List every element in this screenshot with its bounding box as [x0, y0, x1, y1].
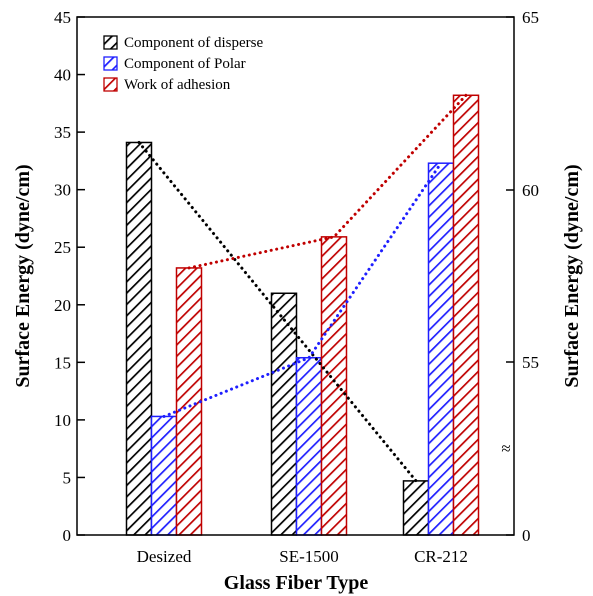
y-tick-label: 0	[63, 526, 72, 545]
x-axis-ticks: Desized SE-1500 CR-212	[137, 547, 468, 566]
y-tick-label: 40	[54, 66, 71, 85]
y2-tick-label: 0	[522, 526, 531, 545]
y-axis-title: Surface Energy (dyne/cm)	[12, 164, 34, 387]
bar	[270, 292, 298, 536]
left-axis-ticks: 0 5 10 15 20 25 30 35 40 45	[54, 8, 85, 545]
legend-swatch	[103, 56, 118, 71]
y-tick-label: 30	[54, 181, 71, 200]
y-tick-label: 15	[54, 353, 71, 372]
y-tick-label: 35	[54, 123, 71, 142]
bar	[295, 356, 323, 536]
legend-label: Component of Polar	[124, 56, 246, 72]
right-axis-ticks: 0 55 60 65	[506, 8, 539, 545]
legend-label: Component of disperse	[124, 35, 263, 51]
x-tick-label: Desized	[137, 547, 192, 566]
legend: Component of disperse Component of Polar W…	[103, 35, 263, 93]
y-tick-label: 25	[54, 238, 71, 257]
y2-tick-label: 65	[522, 8, 539, 27]
x-tick-label: SE-1500	[279, 547, 339, 566]
bar	[125, 141, 153, 536]
right-axis-break-symbol: ≈	[501, 439, 510, 458]
plot-frame	[76, 16, 515, 536]
y2-tick-label: 55	[522, 353, 539, 372]
bars-layer	[125, 94, 480, 536]
bar	[427, 162, 455, 536]
legend-swatch	[103, 35, 118, 50]
x-tick-label: CR-212	[414, 547, 468, 566]
trend-lines-layer	[137, 93, 468, 483]
y-tick-label: 5	[63, 468, 72, 487]
bar	[402, 480, 430, 536]
x-axis-title: Glass Fiber Type	[224, 572, 369, 594]
bar	[320, 236, 348, 536]
legend-swatch	[103, 77, 118, 92]
y-tick-label: 10	[54, 411, 71, 430]
y2-tick-label: 60	[522, 181, 539, 200]
trend-line	[137, 140, 418, 483]
trend-line	[162, 161, 443, 418]
bar	[175, 267, 203, 536]
legend-label: Work of adhesion	[124, 77, 231, 93]
y-tick-label: 45	[54, 8, 71, 27]
trend-line	[187, 93, 468, 270]
y-tick-label: 20	[54, 296, 71, 315]
bar	[150, 415, 178, 536]
y2-axis-title: Surface Energy (dyne/cm)	[561, 164, 583, 387]
bar	[452, 94, 480, 536]
